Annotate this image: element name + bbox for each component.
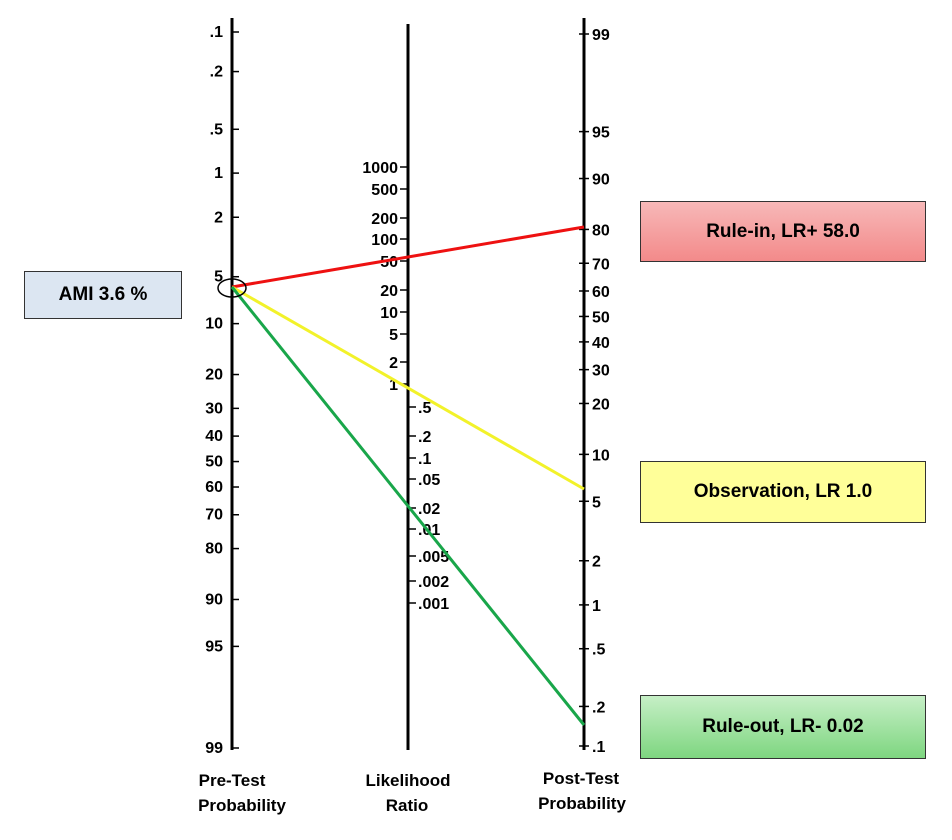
pre-test-tick-label-30: 30 bbox=[205, 400, 223, 417]
pre-test-tick-label-80: 80 bbox=[205, 541, 223, 558]
post-test-tick-label-30: 30 bbox=[592, 363, 610, 380]
lr-tick-label-p2: .2 bbox=[418, 429, 431, 446]
likelihood-ratio-title-line1: Likelihood bbox=[366, 771, 451, 790]
lr-tick-label-1000: 1000 bbox=[362, 160, 398, 177]
rule-out-box: Rule-out, LR- 0.02 bbox=[640, 695, 926, 759]
pre-test-tick-label-p5: .5 bbox=[210, 121, 223, 138]
likelihood-ratio-title-line2: Ratio bbox=[386, 796, 429, 815]
pre-test-tick-label-40: 40 bbox=[205, 428, 223, 445]
lr-tick-label-p001: .001 bbox=[418, 596, 449, 613]
lr-tick-label-100: 100 bbox=[371, 232, 398, 249]
post-test-tick-label-20: 20 bbox=[592, 396, 610, 413]
post-test-tick-label-95: 95 bbox=[592, 125, 610, 142]
observation-box: Observation, LR 1.0 bbox=[640, 461, 926, 523]
lr-tick-label-10: 10 bbox=[380, 305, 398, 322]
rule-in-label: Rule-in, LR+ 58.0 bbox=[706, 220, 860, 242]
post-test-title-line2: Probability bbox=[538, 794, 626, 813]
lr-tick-label-2: 2 bbox=[389, 355, 398, 372]
post-test-title-line1: Post-Test bbox=[543, 769, 620, 788]
post-test-tick-label-60: 60 bbox=[592, 284, 610, 301]
observation-line bbox=[231, 285, 585, 491]
pre-test-tick-label-5: 5 bbox=[214, 269, 223, 286]
rule-in-line bbox=[231, 225, 585, 289]
lr-tick-label-5: 5 bbox=[389, 327, 398, 344]
pre-test-marker-circle bbox=[217, 278, 247, 298]
pre-test-tick-label-95: 95 bbox=[205, 638, 223, 655]
post-test-tick-label-p1: .1 bbox=[592, 739, 605, 756]
post-test-tick-label-99: 99 bbox=[592, 27, 610, 44]
post-test-tick-label-50: 50 bbox=[592, 309, 610, 326]
lines-layer bbox=[230, 225, 586, 726]
ami-pretest-label: AMI 3.6 % bbox=[58, 284, 148, 305]
pre-test-title-line1: Pre-Test bbox=[199, 771, 266, 790]
lr-tick-label-p1: .1 bbox=[418, 451, 431, 468]
post-test-tick-label-p2: .2 bbox=[592, 699, 605, 716]
post-test-tick-label-40: 40 bbox=[592, 335, 610, 352]
observation-label: Observation, LR 1.0 bbox=[693, 481, 873, 502]
lr-tick-label-p002: .002 bbox=[418, 574, 449, 591]
pre-test-tick-label-20: 20 bbox=[205, 367, 223, 384]
ami-pretest-box: AMI 3.6 % bbox=[24, 271, 182, 319]
post-test-tick-label-80: 80 bbox=[592, 222, 610, 239]
rule-out-label: Rule-out, LR- 0.02 bbox=[702, 716, 864, 737]
pre-test-tick-label-10: 10 bbox=[205, 316, 223, 333]
lr-tick-label-p05: .05 bbox=[418, 472, 440, 489]
lr-tick-label-1: 1 bbox=[389, 377, 398, 394]
post-test-tick-label-1: 1 bbox=[592, 598, 601, 615]
post-test-tick-label-2: 2 bbox=[592, 554, 601, 571]
lr-tick-label-200: 200 bbox=[371, 211, 398, 228]
post-test-tick-label-p5: .5 bbox=[592, 642, 605, 659]
lr-tick-label-p005: .005 bbox=[418, 549, 449, 566]
post-test-tick-label-10: 10 bbox=[592, 447, 610, 464]
pre-test-tick-label-2: 2 bbox=[214, 209, 223, 226]
lr-tick-label-20: 20 bbox=[380, 283, 398, 300]
pre-test-tick-label-99: 99 bbox=[205, 740, 223, 757]
post-test-tick-label-70: 70 bbox=[592, 256, 610, 273]
post-test-tick-label-90: 90 bbox=[592, 172, 610, 189]
axis-titles: Pre-Test Probability Likelihood Ratio Po… bbox=[198, 769, 626, 815]
pre-test-tick-label-1: 1 bbox=[214, 165, 223, 182]
pre-test-tick-label-70: 70 bbox=[205, 507, 223, 524]
pre-test-tick-label-90: 90 bbox=[205, 591, 223, 608]
pre-test-tick-label-60: 60 bbox=[205, 479, 223, 496]
rule-in-box: Rule-in, LR+ 58.0 bbox=[640, 201, 926, 262]
pre-test-tick-label-50: 50 bbox=[205, 454, 223, 471]
lr-tick-label-p5: .5 bbox=[418, 400, 431, 417]
rule-out-line bbox=[230, 286, 586, 726]
lr-tick-label-p02: .02 bbox=[418, 501, 440, 518]
post-test-tick-label-5: 5 bbox=[592, 494, 601, 511]
pre-test-title-line2: Probability bbox=[198, 796, 286, 815]
pre-test-tick-label-p2: .2 bbox=[210, 64, 223, 81]
lr-tick-label-500: 500 bbox=[371, 182, 398, 199]
pre-test-tick-label-p1: .1 bbox=[210, 24, 223, 41]
